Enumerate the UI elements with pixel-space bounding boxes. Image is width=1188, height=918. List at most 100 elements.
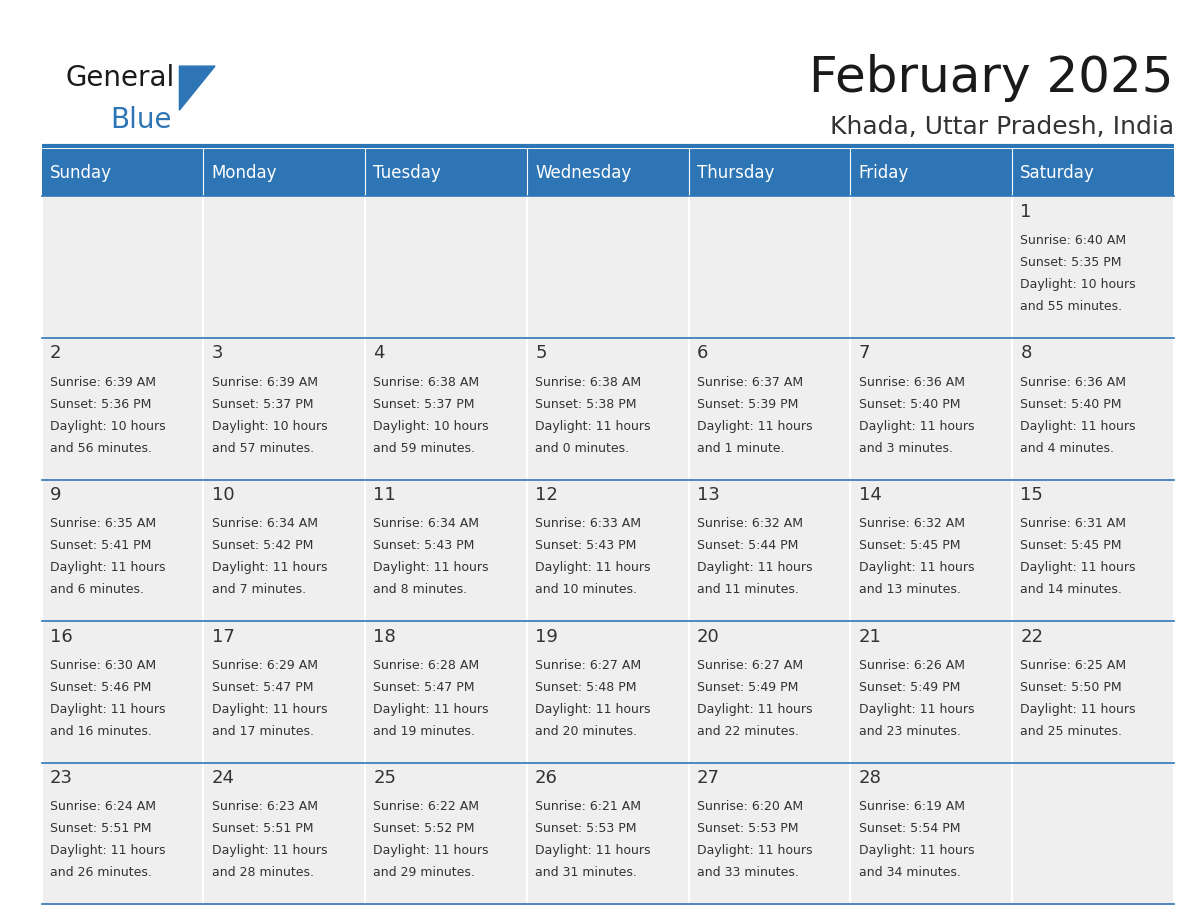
Text: Tuesday: Tuesday	[373, 163, 441, 182]
Bar	[851, 621, 1012, 763]
Text: Sunrise: 6:22 AM: Sunrise: 6:22 AM	[373, 800, 480, 813]
Bar	[42, 763, 203, 904]
Text: Sunrise: 6:34 AM: Sunrise: 6:34 AM	[373, 517, 480, 531]
Bar	[203, 621, 365, 763]
Text: Sunrise: 6:21 AM: Sunrise: 6:21 AM	[535, 800, 642, 813]
Text: Sunrise: 6:20 AM: Sunrise: 6:20 AM	[697, 800, 803, 813]
Text: 21: 21	[859, 628, 881, 645]
Bar	[851, 763, 1012, 904]
Text: 13: 13	[697, 486, 720, 504]
Text: and 13 minutes.: and 13 minutes.	[859, 583, 960, 597]
Text: Sunrise: 6:40 AM: Sunrise: 6:40 AM	[1020, 234, 1126, 247]
Text: and 31 minutes.: and 31 minutes.	[535, 867, 637, 879]
Bar	[1012, 621, 1174, 763]
Text: and 34 minutes.: and 34 minutes.	[859, 867, 960, 879]
Text: 15: 15	[1020, 486, 1043, 504]
Text: Daylight: 11 hours: Daylight: 11 hours	[859, 420, 978, 432]
Polygon shape	[179, 66, 215, 110]
Text: Sunset: 5:53 PM: Sunset: 5:53 PM	[697, 823, 798, 835]
Text: Sunrise: 6:28 AM: Sunrise: 6:28 AM	[373, 659, 480, 672]
Text: 10: 10	[211, 486, 234, 504]
Bar	[365, 479, 526, 621]
Text: 19: 19	[535, 628, 558, 645]
Bar	[1012, 763, 1174, 904]
Text: 23: 23	[50, 769, 72, 787]
Text: Sunrise: 6:38 AM: Sunrise: 6:38 AM	[373, 375, 480, 388]
Text: Sunset: 5:37 PM: Sunset: 5:37 PM	[211, 397, 314, 410]
Text: 6: 6	[697, 344, 708, 363]
Text: Sunrise: 6:33 AM: Sunrise: 6:33 AM	[535, 517, 642, 531]
Bar	[1012, 338, 1174, 479]
Text: Sunset: 5:43 PM: Sunset: 5:43 PM	[535, 539, 637, 553]
Text: and 11 minutes.: and 11 minutes.	[697, 583, 798, 597]
Bar	[42, 621, 203, 763]
Text: Khada, Uttar Pradesh, India: Khada, Uttar Pradesh, India	[829, 115, 1174, 139]
Text: Sunset: 5:37 PM: Sunset: 5:37 PM	[373, 397, 475, 410]
Text: Sunset: 5:39 PM: Sunset: 5:39 PM	[697, 397, 798, 410]
Text: and 14 minutes.: and 14 minutes.	[1020, 583, 1123, 597]
Text: Sunrise: 6:23 AM: Sunrise: 6:23 AM	[211, 800, 317, 813]
Text: Daylight: 11 hours: Daylight: 11 hours	[373, 703, 493, 716]
Text: and 1 minute.: and 1 minute.	[697, 442, 784, 454]
Text: Sunrise: 6:24 AM: Sunrise: 6:24 AM	[50, 800, 156, 813]
Bar	[689, 763, 851, 904]
Bar	[689, 196, 851, 338]
Text: Daylight: 11 hours: Daylight: 11 hours	[373, 845, 493, 857]
Text: Sunset: 5:45 PM: Sunset: 5:45 PM	[859, 539, 960, 553]
Text: Sunrise: 6:37 AM: Sunrise: 6:37 AM	[697, 375, 803, 388]
Text: 16: 16	[50, 628, 72, 645]
Text: and 29 minutes.: and 29 minutes.	[373, 867, 475, 879]
Text: Daylight: 10 hours: Daylight: 10 hours	[211, 420, 331, 432]
Text: Sunrise: 6:27 AM: Sunrise: 6:27 AM	[535, 659, 642, 672]
Text: Sunrise: 6:31 AM: Sunrise: 6:31 AM	[1020, 517, 1126, 531]
Text: 24: 24	[211, 769, 235, 787]
Text: Sunset: 5:46 PM: Sunset: 5:46 PM	[50, 681, 151, 694]
Text: Sunrise: 6:25 AM: Sunrise: 6:25 AM	[1020, 659, 1126, 672]
Text: and 19 minutes.: and 19 minutes.	[373, 725, 475, 738]
Text: and 26 minutes.: and 26 minutes.	[50, 867, 152, 879]
Text: Sunrise: 6:32 AM: Sunrise: 6:32 AM	[697, 517, 803, 531]
Text: Daylight: 11 hours: Daylight: 11 hours	[1020, 420, 1139, 432]
Text: Daylight: 11 hours: Daylight: 11 hours	[50, 703, 170, 716]
Text: and 0 minutes.: and 0 minutes.	[535, 442, 630, 454]
Text: and 22 minutes.: and 22 minutes.	[697, 725, 798, 738]
Text: Sunset: 5:47 PM: Sunset: 5:47 PM	[373, 681, 475, 694]
Text: 2: 2	[50, 344, 62, 363]
Bar	[689, 479, 851, 621]
Text: Sunset: 5:49 PM: Sunset: 5:49 PM	[859, 681, 960, 694]
Text: Daylight: 11 hours: Daylight: 11 hours	[697, 561, 816, 575]
Text: Daylight: 11 hours: Daylight: 11 hours	[859, 561, 978, 575]
Text: Daylight: 11 hours: Daylight: 11 hours	[211, 703, 331, 716]
Text: Daylight: 10 hours: Daylight: 10 hours	[50, 420, 170, 432]
Text: Sunrise: 6:30 AM: Sunrise: 6:30 AM	[50, 659, 156, 672]
Text: and 4 minutes.: and 4 minutes.	[1020, 442, 1114, 454]
Text: and 10 minutes.: and 10 minutes.	[535, 583, 637, 597]
Text: Daylight: 10 hours: Daylight: 10 hours	[1020, 278, 1140, 291]
Bar	[203, 479, 365, 621]
Text: and 16 minutes.: and 16 minutes.	[50, 725, 152, 738]
Text: and 56 minutes.: and 56 minutes.	[50, 442, 152, 454]
Text: Sunrise: 6:36 AM: Sunrise: 6:36 AM	[859, 375, 965, 388]
Bar	[689, 338, 851, 479]
Text: Sunset: 5:51 PM: Sunset: 5:51 PM	[50, 823, 151, 835]
Text: Sunrise: 6:29 AM: Sunrise: 6:29 AM	[211, 659, 317, 672]
Text: Sunset: 5:51 PM: Sunset: 5:51 PM	[211, 823, 314, 835]
Bar	[526, 763, 689, 904]
Text: 27: 27	[697, 769, 720, 787]
Text: and 8 minutes.: and 8 minutes.	[373, 583, 468, 597]
Text: Sunday: Sunday	[50, 163, 112, 182]
Text: Daylight: 11 hours: Daylight: 11 hours	[535, 420, 655, 432]
Bar	[203, 763, 365, 904]
Text: 8: 8	[1020, 344, 1031, 363]
Bar	[365, 621, 526, 763]
Bar	[526, 196, 689, 338]
Text: Sunrise: 6:26 AM: Sunrise: 6:26 AM	[859, 659, 965, 672]
Text: Daylight: 11 hours: Daylight: 11 hours	[859, 845, 978, 857]
Text: and 23 minutes.: and 23 minutes.	[859, 725, 960, 738]
Text: 7: 7	[859, 344, 870, 363]
Text: Sunset: 5:38 PM: Sunset: 5:38 PM	[535, 397, 637, 410]
Text: Daylight: 11 hours: Daylight: 11 hours	[211, 561, 331, 575]
Text: 28: 28	[859, 769, 881, 787]
Text: 9: 9	[50, 486, 62, 504]
Text: Monday: Monday	[211, 163, 277, 182]
